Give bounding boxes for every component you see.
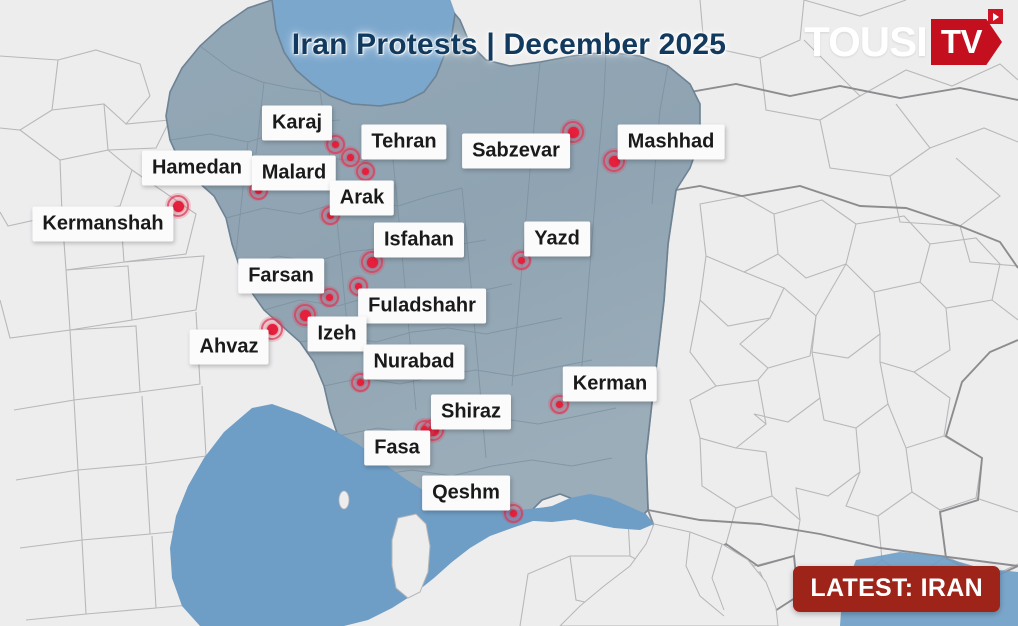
city-label-tehran: Tehran — [361, 124, 447, 160]
city-label-malard: Malard — [251, 155, 337, 191]
latest-banner: LATEST: IRAN — [793, 566, 1000, 612]
city-label-fuladshahr: Fuladshahr — [358, 288, 486, 324]
city-marker-ahvaz[interactable] — [259, 316, 285, 342]
city-label-mashhad: Mashhad — [617, 124, 725, 160]
city-label-fasa: Fasa — [364, 430, 430, 466]
city-label-farsan: Farsan — [238, 258, 324, 294]
city-label-izeh: Izeh — [307, 316, 367, 352]
city-label-arak: Arak — [329, 180, 395, 216]
bahrain-island — [338, 490, 350, 510]
city-label-hamedan: Hamedan — [141, 150, 253, 186]
city-label-karaj: Karaj — [261, 105, 333, 141]
city-label-isfahan: Isfahan — [373, 222, 465, 258]
city-label-qeshm: Qeshm — [422, 475, 510, 511]
caspian-sea — [272, 0, 455, 106]
city-marker-malard[interactable] — [354, 160, 376, 182]
qatar-peninsula — [391, 513, 431, 599]
city-label-nurabad: Nurabad — [363, 344, 465, 380]
play-icon — [988, 9, 1003, 24]
city-label-yazd: Yazd — [524, 221, 590, 257]
logo-wordmark: TOUSI — [804, 18, 928, 65]
city-label-ahvaz: Ahvaz — [189, 329, 269, 365]
city-label-kermanshah: Kermanshah — [32, 206, 174, 242]
logo-tv-badge: TV — [930, 19, 1002, 65]
city-label-shiraz: Shiraz — [430, 394, 512, 430]
city-label-kerman: Kerman — [562, 366, 658, 402]
city-marker-tehran[interactable] — [339, 146, 361, 168]
channel-logo: TOUSI TV — [804, 9, 1003, 66]
city-label-sabzevar: Sabzevar — [462, 133, 570, 169]
